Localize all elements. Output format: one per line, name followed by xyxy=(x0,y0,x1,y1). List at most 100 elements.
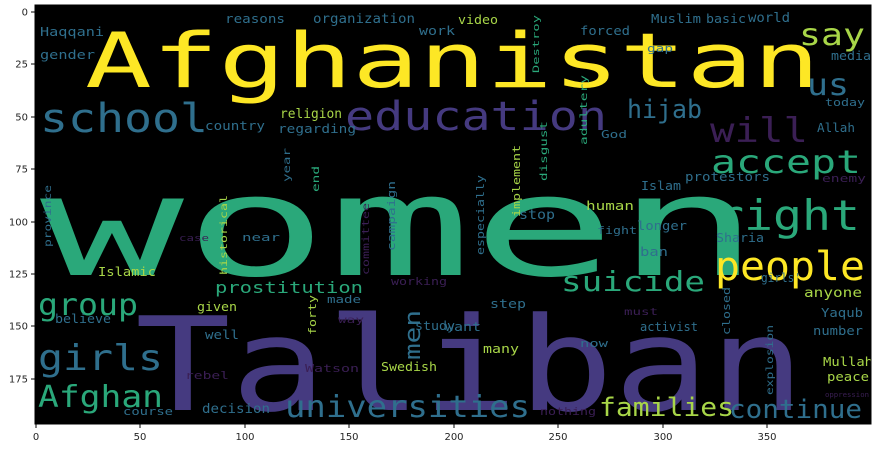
wordcloud-word: made xyxy=(327,293,361,306)
wordcloud-word: continue xyxy=(729,395,862,425)
wordcloud-word: God xyxy=(601,128,627,141)
x-tick-label: 100 xyxy=(235,432,254,443)
wordcloud-word: ban xyxy=(640,245,668,259)
wordcloud-word: enemy xyxy=(822,172,866,185)
plot-frame xyxy=(34,4,872,425)
wordcloud-word: will xyxy=(710,111,808,151)
axes: 0 50 100 150 200 250 300 350 0 25 50 75 100 125 150 175 xyxy=(9,8,777,444)
wordcloud-word: gender xyxy=(40,48,95,62)
wordcloud-word: longer xyxy=(637,219,687,233)
wordcloud-word: now xyxy=(580,337,609,350)
wordcloud-word: Haqqani xyxy=(40,25,104,39)
wordcloud-word: suicide xyxy=(561,265,705,298)
wordcloud-word: work xyxy=(419,24,456,38)
wordcloud-word: fight xyxy=(597,224,637,237)
wordcloud-word: Sharia xyxy=(716,231,764,245)
x-tick-label: 300 xyxy=(653,432,672,443)
wordcloud-word: course xyxy=(123,405,173,418)
wordcloud-word: nothing xyxy=(540,405,596,418)
wordcloud-word: Allah xyxy=(817,121,855,135)
wordcloud-word: human xyxy=(586,199,634,213)
wordcloud-word: activist xyxy=(640,320,698,334)
wordcloud-word: must xyxy=(624,307,658,318)
wordcloud-word: anyone xyxy=(804,286,862,301)
wordcloud-word: well xyxy=(205,328,239,342)
wordcloud-word: media xyxy=(831,49,871,63)
wordcloud-word: Muslim xyxy=(651,12,701,26)
wordcloud-word: Afghan xyxy=(38,380,163,415)
wordcloud-word: historical xyxy=(219,195,230,275)
wordcloud-word: province xyxy=(43,185,54,247)
wordcloud-word: believe xyxy=(55,312,111,326)
wordcloud-word: reasons xyxy=(225,12,285,26)
wordcloud-word: Yaqub xyxy=(821,306,863,320)
wordcloud-word: disgust xyxy=(539,121,550,181)
wordcloud-word: working xyxy=(391,275,447,288)
plot-background xyxy=(35,5,871,424)
wordcloud-word: Swedish xyxy=(381,360,437,374)
wordcloud-word: closed xyxy=(720,287,733,335)
wordcloud-word: country xyxy=(205,119,265,133)
wordcloud-word: gap xyxy=(647,42,673,55)
wordcloud-word: peace xyxy=(827,370,869,384)
wordcloud-word: right xyxy=(715,191,860,240)
y-tick-label: 100 xyxy=(9,218,28,229)
y-tick-label: 0 xyxy=(22,8,28,19)
wordcloud-word: way xyxy=(338,315,364,326)
wordcloud-word: explosion xyxy=(765,325,776,395)
x-tick-label: 50 xyxy=(134,432,147,443)
wordcloud-word: us xyxy=(807,68,849,103)
wordcloud-word: girls xyxy=(38,338,163,379)
y-tick-label: 175 xyxy=(9,375,28,386)
wordcloud-word: many xyxy=(483,342,519,356)
wordcloud-word: want xyxy=(445,320,481,334)
wordcloud-word: universities xyxy=(285,390,530,425)
wordcloud-word: oppression xyxy=(825,391,869,399)
wordcloud-word: girls' xyxy=(761,271,801,285)
x-tick-label: 0 xyxy=(33,432,39,443)
wordcloud-word: stop xyxy=(519,208,555,223)
wordcloud-word: number xyxy=(813,324,863,338)
wordcloud-word: Islamic xyxy=(98,265,156,279)
wordcloud-word: campaign xyxy=(385,181,398,251)
wordcloud-word: Taliban xyxy=(135,289,805,441)
wordcloud-word: education xyxy=(345,94,607,140)
wordcloud-word: say xyxy=(799,18,865,53)
wordcloud-word: today xyxy=(825,96,865,109)
wordcloud-word: rebel xyxy=(185,369,229,382)
x-tick-label: 200 xyxy=(444,432,463,443)
wordcloud-word: Watson xyxy=(305,362,359,375)
y-tick-label: 50 xyxy=(15,113,28,124)
wordcloud-word: forty xyxy=(306,295,319,335)
wordcloud-word: world xyxy=(748,11,790,26)
wordcloud-word: implement xyxy=(510,145,523,217)
wordcloud-word: people xyxy=(715,244,865,290)
x-tick-label: 150 xyxy=(339,432,358,443)
wordcloud-word: women xyxy=(40,146,760,309)
wordcloud-word: especially xyxy=(474,175,487,255)
x-tick-label: 250 xyxy=(548,432,567,443)
wordcloud-word: prostitution xyxy=(215,278,363,297)
wordcloud-word: accept xyxy=(711,143,861,181)
wordcloud-word: religion xyxy=(280,107,342,122)
wordcloud-word: basic xyxy=(706,12,746,26)
wordcloud-word: forced xyxy=(580,24,630,38)
wordcloud-word: step xyxy=(490,297,526,311)
wordcloud-word: decision xyxy=(202,402,270,417)
wordcloud-word: Islam xyxy=(641,179,681,193)
y-tick-label: 150 xyxy=(9,322,28,333)
wordcloud-word: group xyxy=(38,288,138,323)
wordcloud-word: adultery xyxy=(579,75,590,145)
wordcloud-word: school xyxy=(40,96,208,142)
y-tick-label: 125 xyxy=(9,270,28,281)
wordcloud-word: case xyxy=(179,234,209,244)
y-tick-label: 25 xyxy=(15,60,28,71)
wordcloud-word: families xyxy=(599,393,734,423)
wordcloud-word: committee xyxy=(361,203,372,275)
y-tick-label: 75 xyxy=(15,165,28,176)
wordcloud-word: Afghanistan xyxy=(85,16,820,105)
wordcloud-word: Destroy xyxy=(532,14,542,73)
